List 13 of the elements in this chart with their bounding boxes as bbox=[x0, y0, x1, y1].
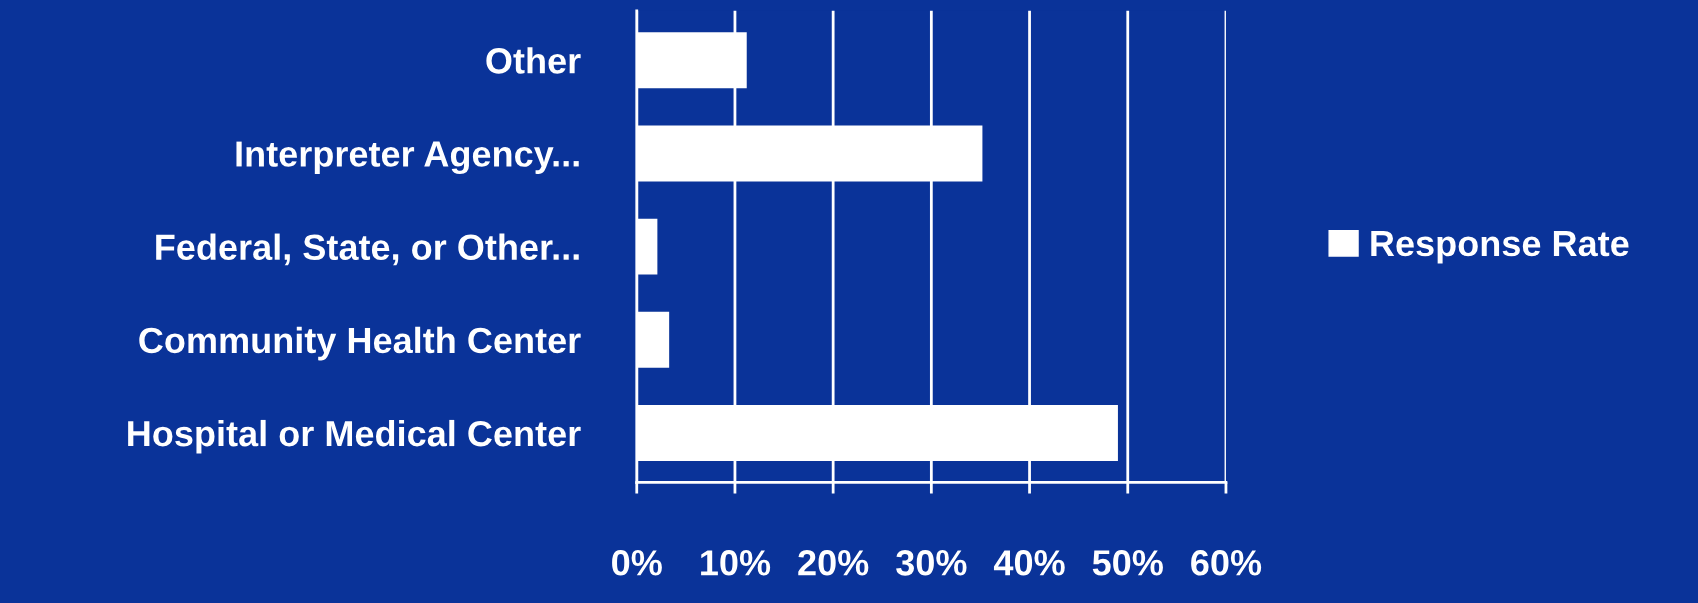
y-tick-label: Federal, State, or Other... bbox=[156, 233, 579, 266]
x-tick-label: 0% bbox=[612, 550, 662, 576]
y-tick-label: Interpreter Agency... bbox=[236, 141, 579, 175]
x-tick-label: 40% bbox=[993, 550, 1065, 576]
x-tick-label: 20% bbox=[798, 550, 869, 576]
x-tick-label: 50% bbox=[1092, 550, 1163, 576]
legend-label: Response Rate bbox=[1371, 231, 1629, 264]
y-tick-label: Community Health Center bbox=[139, 326, 581, 361]
y-tick-label: Other bbox=[486, 47, 581, 74]
x-tick-label: 60% bbox=[1191, 550, 1262, 576]
x-tick-label: 30% bbox=[896, 550, 967, 576]
x-tick-label: 10% bbox=[701, 550, 771, 576]
y-tick-label: Hospital or Medical Center bbox=[128, 419, 581, 454]
